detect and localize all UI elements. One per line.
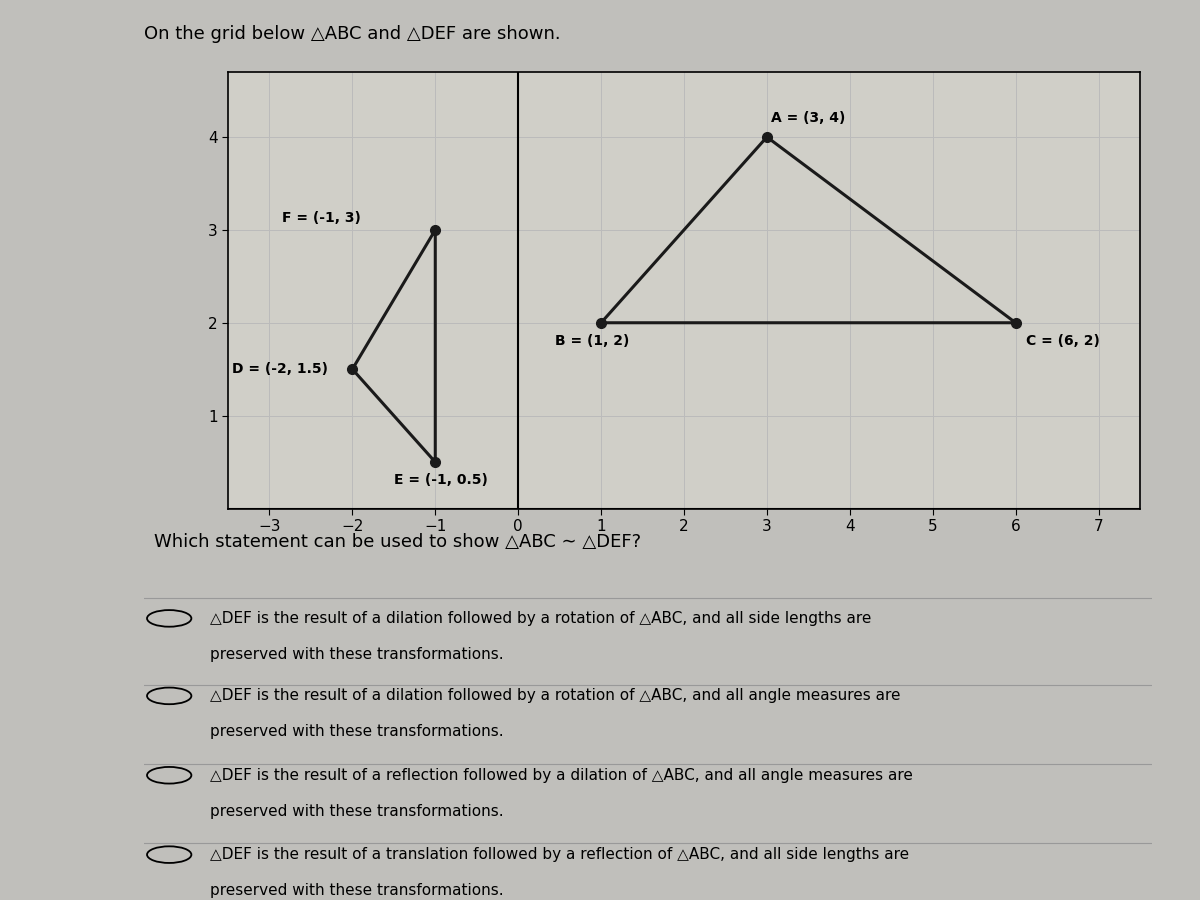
Text: C = (6, 2): C = (6, 2) <box>1026 334 1099 348</box>
Text: preserved with these transformations.: preserved with these transformations. <box>210 724 503 739</box>
Text: △DEF is the result of a translation followed by a reflection of △ABC, and all si: △DEF is the result of a translation foll… <box>210 847 908 862</box>
Text: F = (-1, 3): F = (-1, 3) <box>282 212 361 225</box>
Text: A = (3, 4): A = (3, 4) <box>772 111 846 125</box>
Text: preserved with these transformations.: preserved with these transformations. <box>210 647 503 662</box>
Text: Which statement can be used to show △ABC ∼ △DEF?: Which statement can be used to show △ABC… <box>154 534 641 552</box>
Text: △DEF is the result of a reflection followed by a dilation of △ABC, and all angle: △DEF is the result of a reflection follo… <box>210 768 912 783</box>
Text: preserved with these transformations.: preserved with these transformations. <box>210 804 503 819</box>
Text: △DEF is the result of a dilation followed by a rotation of △ABC, and all angle m: △DEF is the result of a dilation followe… <box>210 688 900 703</box>
Text: On the grid below △ABC and △DEF are shown.: On the grid below △ABC and △DEF are show… <box>144 24 560 42</box>
Text: preserved with these transformations.: preserved with these transformations. <box>210 883 503 898</box>
Text: E = (-1, 0.5): E = (-1, 0.5) <box>394 473 487 487</box>
Text: D = (-2, 1.5): D = (-2, 1.5) <box>232 362 328 376</box>
Text: △DEF is the result of a dilation followed by a rotation of △ABC, and all side le: △DEF is the result of a dilation followe… <box>210 611 871 625</box>
Text: B = (1, 2): B = (1, 2) <box>556 334 630 348</box>
